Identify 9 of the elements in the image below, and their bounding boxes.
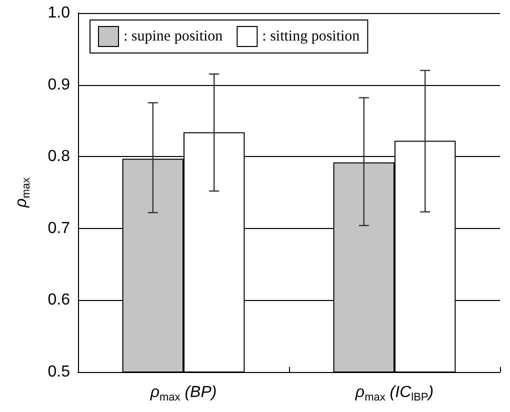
- y-tick-label: 0.5: [48, 364, 70, 380]
- y-tick-label: 0.6: [48, 292, 70, 309]
- y-tick-label: 0.8: [48, 148, 70, 166]
- legend-label: : sitting position: [262, 28, 360, 44]
- y-axis-title: ρmax: [13, 177, 32, 208]
- y-tick-label: 0.7: [48, 220, 70, 237]
- y-tick-label: 1.0: [48, 4, 70, 22]
- y-tick-label: 0.9: [48, 76, 70, 94]
- legend-label: : supine position: [124, 28, 224, 44]
